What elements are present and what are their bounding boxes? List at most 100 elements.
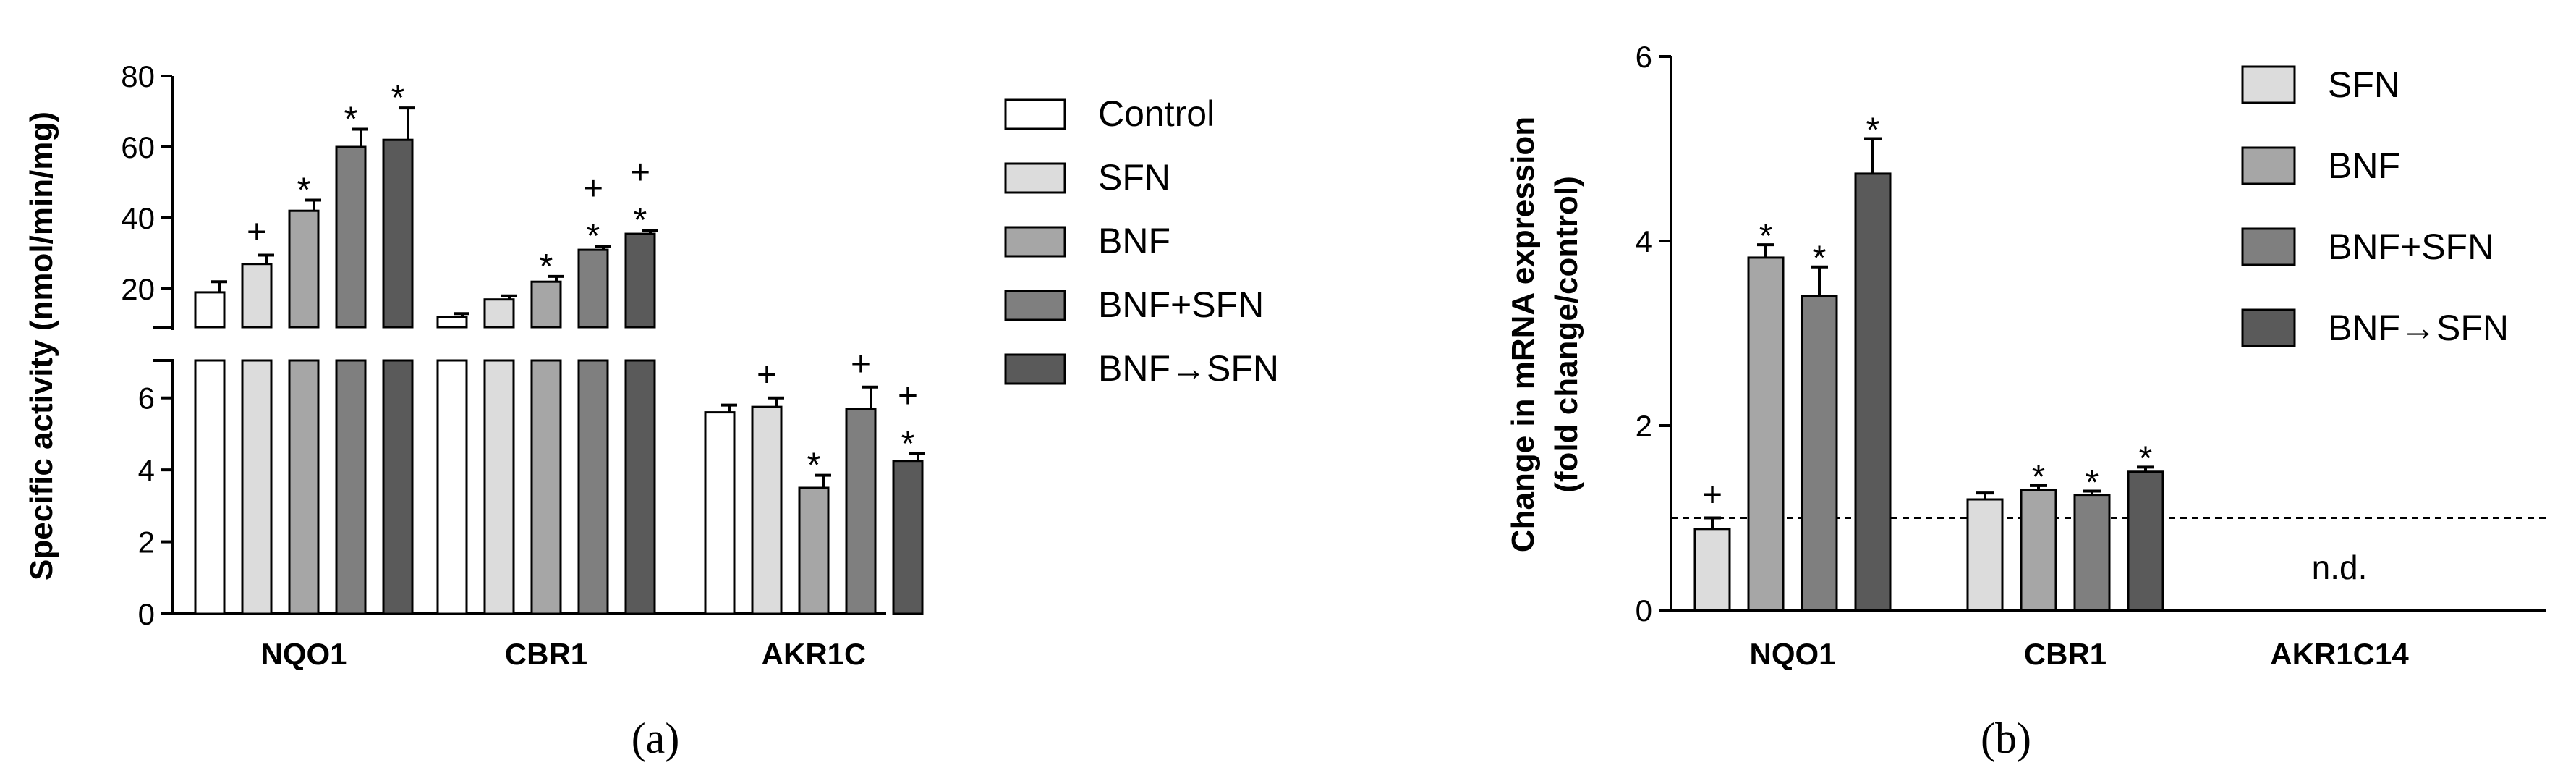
legend-swatch-bnf-to-sfn <box>2241 308 2296 347</box>
bar-bnf-cbr1 <box>2020 489 2057 612</box>
y-tick-label: 2 <box>1636 409 1652 443</box>
panel-a-legend: Control SFN BNF BNF+SFN BNF→SFN <box>1004 93 1279 389</box>
bar-sfn-nqo1 <box>1693 528 1731 612</box>
bar-bnf-cbr1 <box>530 280 562 329</box>
significance-star: * <box>344 101 358 139</box>
significance-plus: + <box>630 153 650 192</box>
bar-bnf-to-sfn-nqo1 <box>1854 172 1892 612</box>
bar-bnf-to-sfn-cbr1 <box>624 232 656 329</box>
legend-label-bnf-to-sfn: BNF→SFN <box>1098 348 1279 389</box>
panel-a-chart: 20 40 60 80 0 2 4 6 Specific activity (nmol/min/… <box>24 59 925 671</box>
y-tick-label: 60 <box>121 130 155 164</box>
legend-swatch-bnf-plus-sfn <box>2241 227 2296 266</box>
legend-swatch-bnf-to-sfn <box>1004 353 1066 385</box>
bar-sfn-nqo1-lower <box>241 359 273 615</box>
bar-bnf-nqo1 <box>288 209 320 329</box>
bar-control-akr1c <box>704 411 736 615</box>
bar-control-cbr1 <box>436 316 468 329</box>
significance-star: * <box>391 79 405 117</box>
bar-bnf-to-sfn-cbr1-lower <box>624 359 656 615</box>
legend-label-control: Control <box>1098 93 1215 134</box>
significance-star: * <box>807 447 821 485</box>
y-tick-label: 40 <box>121 201 155 235</box>
significance-star: * <box>297 172 311 210</box>
bar-bnf-nqo1 <box>1747 256 1785 612</box>
panel-b-chart: 0 2 4 6 Change in mRNA expression (fold chang… <box>1505 40 2546 671</box>
y-tick-label: 6 <box>138 381 155 415</box>
significance-star: * <box>587 217 600 256</box>
y-axis-title-line-2: (fold change/control) <box>1549 176 1584 493</box>
bar-bnf-to-sfn-nqo1-lower <box>382 359 414 615</box>
y-tick-label: 0 <box>138 597 155 631</box>
significance-plus: + <box>1702 476 1722 515</box>
significance-star: * <box>1813 240 1827 278</box>
category-label-cbr1: CBR1 <box>2024 637 2107 671</box>
legend-swatch-sfn <box>2241 65 2296 104</box>
not-detected-label: n.d. <box>2312 549 2368 586</box>
legend-label-sfn: SFN <box>1098 157 1170 198</box>
legend-swatch-control <box>1004 98 1066 130</box>
y-axis-title-line-1: Change in mRNA expression <box>1505 117 1541 552</box>
significance-star: * <box>2086 464 2099 502</box>
legend-label-sfn: SFN <box>2328 64 2400 105</box>
y-tick-label: 2 <box>138 525 155 560</box>
bar-bnf-plus-sfn-nqo1-lower <box>335 359 367 615</box>
significance-plus: + <box>898 377 918 415</box>
bar-control-nqo1-lower <box>194 359 226 615</box>
y-tick-label: 20 <box>121 272 155 306</box>
legend-label-bnf: BNF <box>2328 145 2400 186</box>
bar-bnf-plus-sfn-nqo1 <box>335 145 367 329</box>
significance-plus: + <box>247 213 267 251</box>
bar-bnf-cbr1-lower <box>530 359 562 615</box>
bar-sfn-cbr1-lower <box>483 359 515 615</box>
significance-plus: + <box>851 345 871 384</box>
bar-bnf-plus-sfn-cbr1 <box>2073 494 2111 612</box>
bar-bnf-akr1c <box>798 486 830 615</box>
significance-star: * <box>2032 458 2046 497</box>
bar-bnf-plus-sfn-cbr1-lower <box>577 359 609 615</box>
legend-swatch-sfn <box>1004 162 1066 194</box>
y-tick-label: 0 <box>1636 594 1652 628</box>
bar-bnf-plus-sfn-akr1c <box>845 408 877 615</box>
significance-star: * <box>1866 111 1880 149</box>
bar-bnf-nqo1-lower <box>288 359 320 615</box>
bar-sfn-nqo1 <box>241 263 273 329</box>
category-label-nqo1: NQO1 <box>1749 637 1835 671</box>
legend-label-bnf: BNF <box>1098 221 1170 261</box>
significance-plus: + <box>583 169 603 208</box>
y-tick-label: 80 <box>121 59 155 93</box>
y-tick-label: 4 <box>138 453 155 487</box>
bar-sfn-cbr1 <box>1966 498 2004 612</box>
bar-bnf-plus-sfn-nqo1 <box>1801 295 1838 612</box>
bar-bnf-to-sfn-nqo1 <box>382 138 414 329</box>
y-axis-title: Specific activity (nmol/min/mg) <box>24 111 59 581</box>
y-tick-label: 4 <box>1636 224 1652 258</box>
bar-bnf-plus-sfn-cbr1 <box>577 248 609 329</box>
y-tick-label: 6 <box>1636 40 1652 74</box>
legend-label-bnf-plus-sfn: BNF+SFN <box>2328 227 2494 267</box>
legend-swatch-bnf <box>1004 226 1066 258</box>
category-label-akr1c: AKR1C <box>762 637 867 671</box>
panel-b-legend: SFN BNF BNF+SFN BNF→SFN <box>2241 64 2509 348</box>
legend-swatch-bnf <box>2241 146 2296 185</box>
panel-a-label: (a) <box>632 714 680 762</box>
significance-star: * <box>1759 217 1773 256</box>
legend-swatch-bnf-plus-sfn <box>1004 290 1066 321</box>
legend-label-bnf-plus-sfn: BNF+SFN <box>1098 284 1264 325</box>
bar-bnf-to-sfn-akr1c <box>892 460 924 615</box>
significance-star: * <box>634 201 647 240</box>
bar-sfn-cbr1 <box>483 298 515 329</box>
category-label-akr1c14: AKR1C14 <box>2270 637 2409 671</box>
category-label-cbr1: CBR1 <box>505 637 587 671</box>
significance-star: * <box>540 248 553 286</box>
significance-star: * <box>901 425 915 463</box>
bar-control-cbr1-lower <box>436 359 468 615</box>
significance-star: * <box>2139 439 2153 478</box>
significance-plus: + <box>757 356 777 394</box>
panel-b-label: (b) <box>1981 714 2031 762</box>
bar-sfn-akr1c <box>751 405 783 615</box>
bar-control-nqo1 <box>194 291 226 329</box>
legend-label-bnf-to-sfn: BNF→SFN <box>2328 308 2509 348</box>
category-label-nqo1: NQO1 <box>260 637 347 671</box>
